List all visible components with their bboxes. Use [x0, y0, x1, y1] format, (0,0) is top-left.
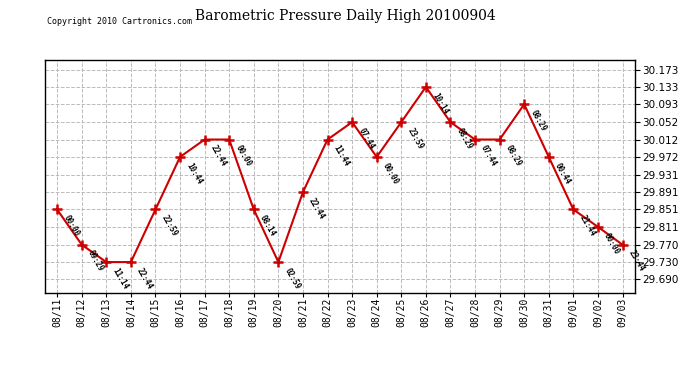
Text: Copyright 2010 Cartronics.com: Copyright 2010 Cartronics.com [47, 17, 192, 26]
Text: 22:44: 22:44 [209, 144, 228, 168]
Text: 00:00: 00:00 [61, 214, 81, 238]
Text: 00:00: 00:00 [381, 161, 400, 186]
Text: 00:00: 00:00 [602, 231, 622, 256]
Text: 23:44: 23:44 [627, 249, 646, 273]
Text: 22:44: 22:44 [135, 266, 155, 291]
Text: 00:44: 00:44 [553, 161, 572, 186]
Text: 23:59: 23:59 [406, 126, 425, 151]
Text: 10:14: 10:14 [430, 91, 449, 116]
Text: 22:44: 22:44 [307, 196, 326, 221]
Text: 11:14: 11:14 [110, 266, 130, 291]
Text: 02:59: 02:59 [282, 266, 302, 291]
Text: 08:14: 08:14 [258, 214, 277, 238]
Text: 08:29: 08:29 [455, 126, 474, 151]
Text: Barometric Pressure Daily High 20100904: Barometric Pressure Daily High 20100904 [195, 9, 495, 23]
Text: 21:44: 21:44 [578, 214, 597, 238]
Text: 00:00: 00:00 [233, 144, 253, 168]
Text: 08:29: 08:29 [529, 108, 548, 133]
Text: 09:29: 09:29 [86, 249, 106, 273]
Text: 07:44: 07:44 [356, 126, 375, 151]
Text: 11:44: 11:44 [332, 144, 351, 168]
Text: 10:44: 10:44 [184, 161, 204, 186]
Text: 08:29: 08:29 [504, 144, 523, 168]
Text: 07:44: 07:44 [479, 144, 499, 168]
Text: 22:59: 22:59 [159, 214, 179, 238]
